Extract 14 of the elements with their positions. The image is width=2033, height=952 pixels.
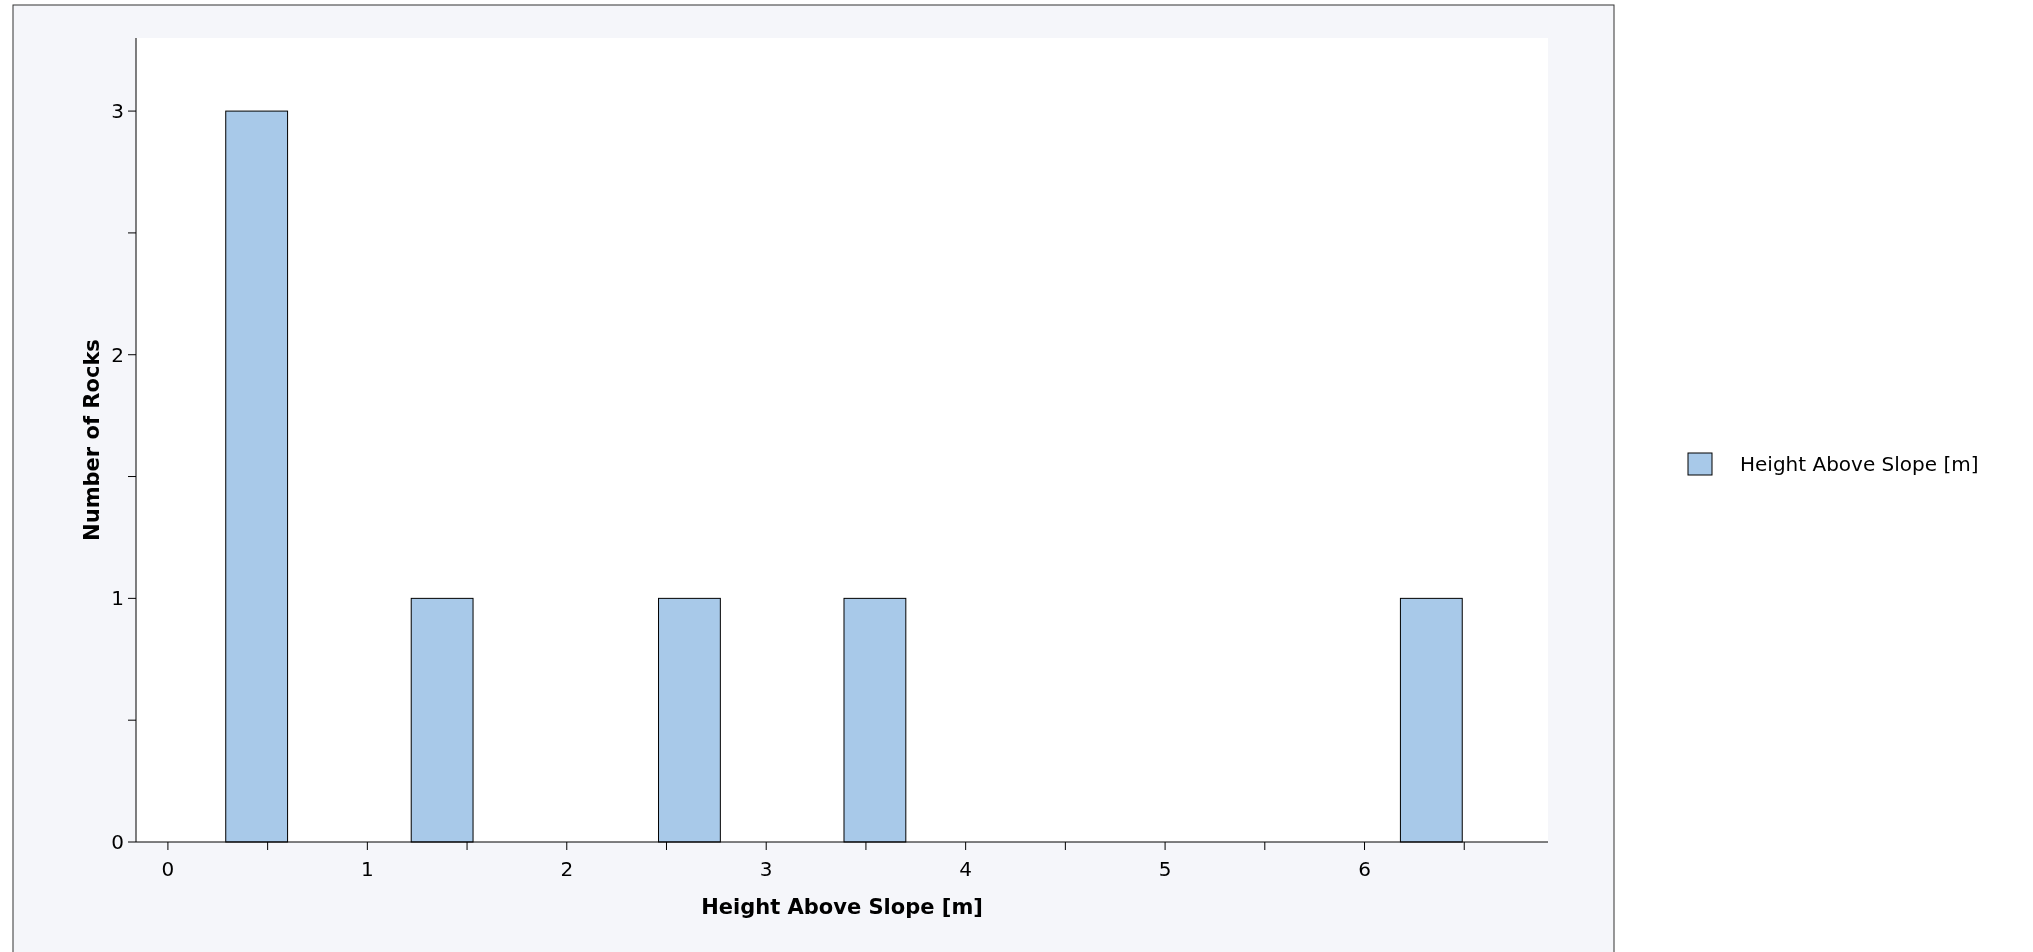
x-tick-label: 5 <box>1158 857 1172 881</box>
x-tick-label: 3 <box>759 857 773 881</box>
y-tick-label: 3 <box>111 99 124 124</box>
x-tick-label: 6 <box>1358 857 1371 881</box>
y-tick-label: 2 <box>111 342 124 367</box>
x-tick-label: 0 <box>161 857 175 881</box>
x-tick-label: 1 <box>360 857 374 881</box>
x-axis-title: Height Above Slope [m] <box>701 895 983 919</box>
legend-label: Height Above Slope [m] <box>1740 452 1979 476</box>
y-axis-title: Number of Rocks <box>80 339 104 541</box>
y-tick-label: 1 <box>111 586 124 611</box>
x-tick-label: 4 <box>959 857 973 881</box>
x-tick-label: 2 <box>560 857 574 881</box>
y-tick-label: 0 <box>111 830 124 854</box>
